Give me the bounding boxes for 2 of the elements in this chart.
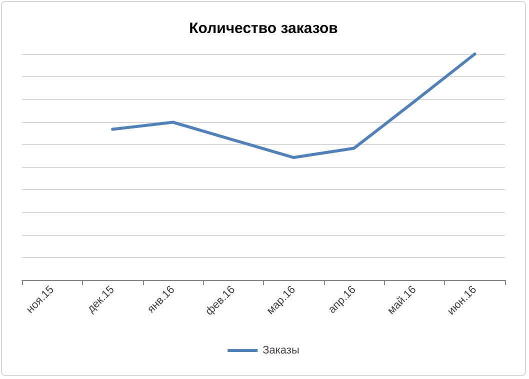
- chart-title: Количество заказов: [189, 20, 338, 37]
- legend-label: Заказы: [262, 344, 300, 356]
